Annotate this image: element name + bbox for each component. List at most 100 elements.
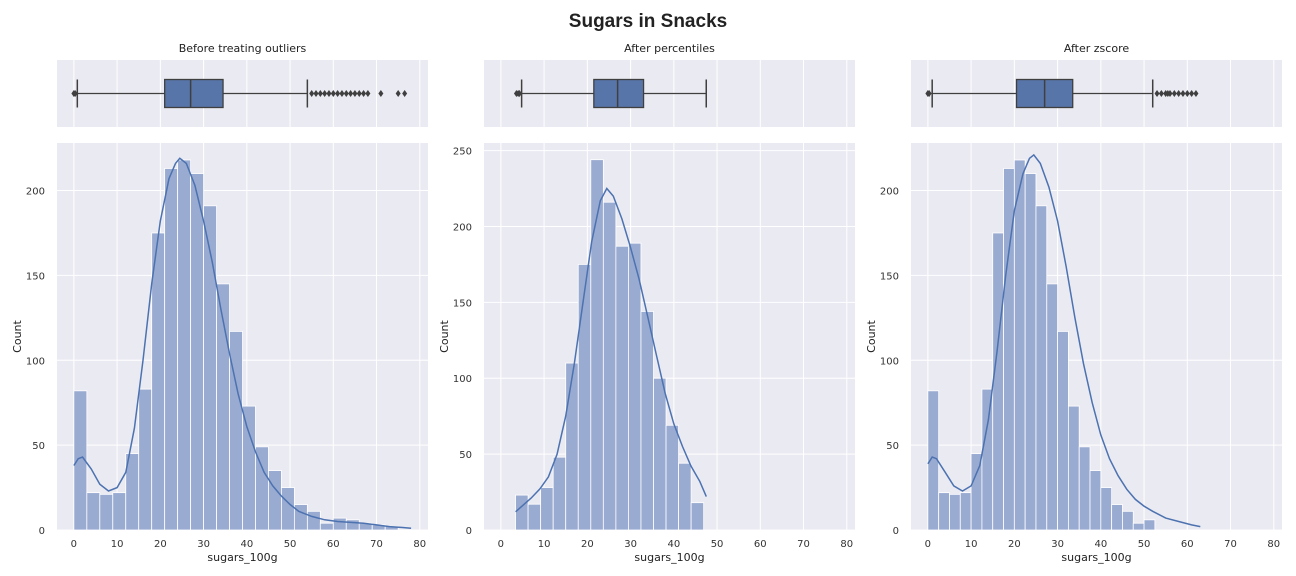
outlier-point — [1158, 90, 1164, 97]
x-tick-label: 10 — [538, 539, 551, 550]
x-tick-label: 0 — [498, 539, 504, 550]
x-tick-label: 50 — [284, 539, 297, 550]
histogram-bar — [577, 264, 592, 531]
outlier-point — [926, 90, 932, 97]
y-tick-label: 150 — [880, 271, 899, 282]
histogram-bar — [177, 159, 192, 531]
outlier-point — [309, 90, 315, 97]
histogram-bar — [345, 519, 360, 531]
histogram-bar — [678, 462, 692, 531]
outlier-point — [1176, 90, 1182, 97]
histogram-bar — [565, 362, 579, 531]
histogram: 0 10 20 30 40 50 60 70 80 0 50 100 150 200 sugars_100g… — [11, 143, 428, 564]
y-tick-label: 100 — [26, 356, 45, 367]
outlier-point — [395, 90, 401, 97]
histogram-bar — [640, 311, 654, 531]
outlier-point — [361, 90, 367, 97]
outlier-point — [317, 90, 323, 97]
x-tick-label: 70 — [1224, 539, 1237, 550]
histogram-bar — [1046, 283, 1058, 531]
y-tick-label: 0 — [39, 526, 45, 537]
outlier-point — [330, 90, 336, 97]
histogram-bar — [515, 494, 529, 531]
y-tick-label: 50 — [886, 441, 899, 452]
x-tick-label: 80 — [840, 539, 853, 550]
histogram-bar — [293, 504, 308, 531]
box-iqr — [593, 78, 645, 109]
histogram-bar — [927, 390, 940, 531]
y-tick-label: 0 — [466, 526, 472, 537]
boxplot — [911, 60, 1282, 127]
outlier-point — [343, 90, 349, 97]
y-axis-label: Count — [865, 319, 878, 352]
histogram-bar — [1057, 331, 1069, 531]
histogram-bar — [138, 388, 153, 531]
box-iqr — [164, 78, 224, 109]
histogram-bar — [1111, 504, 1123, 531]
histogram-bar — [602, 201, 617, 531]
y-tick-label: 250 — [453, 147, 472, 158]
outlier-point — [352, 90, 358, 97]
y-tick-label: 150 — [26, 271, 45, 282]
y-tick-label: 50 — [459, 450, 472, 461]
histogram-bar — [1067, 405, 1080, 531]
histogram-bar — [306, 510, 321, 531]
figure-title: Sugars in Snacks — [569, 11, 727, 32]
outlier-point — [1184, 90, 1190, 97]
histogram-bar — [1024, 173, 1037, 531]
histogram-bar — [73, 390, 88, 531]
histogram-bar — [981, 388, 994, 531]
outlier-point — [1189, 90, 1195, 97]
y-tick-label: 0 — [893, 526, 899, 537]
x-tick-label: 20 — [1008, 539, 1021, 550]
histogram-bar — [1143, 519, 1156, 531]
kde-line — [927, 153, 1201, 528]
histogram-bar — [151, 232, 166, 531]
histogram-bar — [190, 173, 204, 531]
x-tick-label: 40 — [667, 539, 680, 550]
x-tick-label: 0 — [925, 539, 931, 550]
x-axis-label: sugars_100g — [207, 551, 277, 564]
y-axis-label: Count — [438, 319, 451, 352]
outlier-point — [348, 90, 354, 97]
histogram-bar — [959, 492, 972, 531]
histogram-bar — [615, 245, 629, 531]
kde-line — [73, 157, 412, 530]
histogram-bar — [319, 522, 334, 531]
outlier-point — [402, 90, 408, 97]
histogram-bar — [653, 377, 667, 531]
y-tick-label: 50 — [32, 441, 45, 452]
x-tick-label: 70 — [797, 539, 810, 550]
boxplot — [484, 60, 855, 127]
x-tick-label: 50 — [711, 539, 724, 550]
boxplot — [57, 60, 428, 127]
panel-title: After percentiles — [624, 42, 715, 55]
y-tick-label: 200 — [453, 222, 472, 233]
histogram-bar — [255, 446, 269, 531]
outlier-point — [365, 90, 371, 97]
histogram-bar — [99, 493, 114, 531]
x-tick-label: 50 — [1138, 539, 1151, 550]
outlier-point — [1167, 90, 1173, 97]
y-tick-label: 100 — [453, 374, 472, 385]
histogram-bar — [1100, 487, 1113, 531]
histogram-bar — [628, 242, 642, 531]
histogram: 0 10 20 30 40 50 60 70 80 0 50 100 150 200 250 sugars_1… — [438, 143, 855, 564]
x-tick-label: 10 — [965, 539, 978, 550]
y-tick-label: 150 — [453, 298, 472, 309]
x-tick-label: 80 — [413, 539, 426, 550]
outlier-point — [335, 90, 341, 97]
histogram-bar — [527, 503, 542, 531]
x-tick-label: 60 — [1181, 539, 1194, 550]
outlier-point — [313, 90, 319, 97]
histogram-bar — [242, 405, 256, 531]
x-tick-label: 30 — [1051, 539, 1064, 550]
histogram: 0 10 20 30 40 50 60 70 80 0 50 100 150 200 sugars_100g… — [865, 143, 1282, 564]
outlier-point — [1193, 90, 1199, 97]
histogram-bar — [1035, 205, 1048, 531]
outlier-point — [1171, 90, 1177, 97]
outlier-point — [516, 90, 522, 97]
histogram-bar — [164, 168, 179, 531]
x-tick-label: 80 — [1267, 539, 1280, 550]
kde-line — [515, 187, 707, 513]
